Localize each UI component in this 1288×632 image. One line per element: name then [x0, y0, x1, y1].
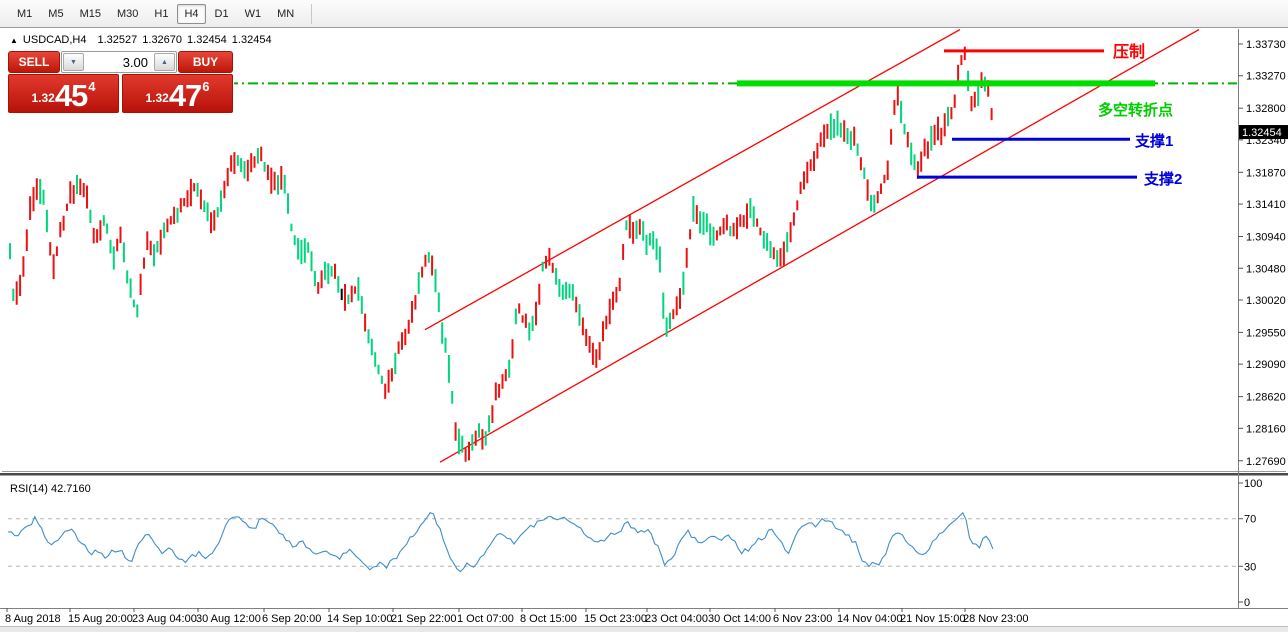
time-label: 15 Aug 20:00: [68, 613, 133, 625]
svg-text:1.33730: 1.33730: [1246, 39, 1286, 51]
time-label: 15 Oct 23:00: [584, 613, 647, 625]
volume-decrease-button[interactable]: ▼: [63, 53, 84, 71]
svg-text:100: 100: [1244, 478, 1262, 490]
tf-button-w1[interactable]: W1: [244, 7, 262, 20]
time-label: 30 Oct 14:00: [708, 613, 771, 625]
current-price-text: 1.32454: [1242, 127, 1282, 139]
channel-lower-line: [439, 29, 1200, 463]
collapse-triangle-icon[interactable]: ▲: [10, 35, 18, 45]
chart-frame: [0, 29, 1288, 632]
rsi-level-lines: [8, 518, 1237, 567]
rsi-line: [7, 511, 994, 573]
price-axis[interactable]: 1.337301.332701.328001.323401.318701.314…: [1238, 39, 1286, 468]
time-label: 21 Nov 15:00: [900, 613, 965, 625]
svg-text:70: 70: [1244, 514, 1256, 526]
rsi-label: RSI(14) 42.7160: [10, 483, 91, 495]
time-label: 23 Aug 04:00: [132, 613, 197, 625]
svg-text:1.32800: 1.32800: [1246, 103, 1286, 115]
tf-button-m5[interactable]: M5: [48, 7, 64, 20]
time-label: 14 Nov 04:00: [837, 613, 902, 625]
volume-increase-button[interactable]: ▲: [154, 53, 175, 71]
current-price-badge: 1.32454: [1239, 125, 1288, 140]
volume-input[interactable]: [85, 52, 153, 72]
buy-price-base: 1.32: [145, 91, 169, 105]
label-多空转折点: 多空转折点: [1098, 101, 1173, 119]
svg-text:0: 0: [1244, 597, 1250, 609]
tf-button-d1[interactable]: D1: [214, 7, 229, 20]
symbol-title: USDCAD,H4: [22, 34, 87, 46]
buy-price-big: 47: [168, 78, 202, 113]
label-压制: 压制: [1113, 43, 1145, 61]
candlestick-series: [9, 46, 993, 462]
svg-text:30: 30: [1244, 561, 1256, 573]
svg-text:1.31410: 1.31410: [1246, 199, 1286, 211]
time-label: 23 Oct 04:00: [645, 613, 708, 625]
svg-text:1.28620: 1.28620: [1246, 392, 1286, 404]
time-label: 8 Oct 15:00: [520, 613, 577, 625]
buy-price-pip: 6: [202, 79, 210, 94]
tf-button-h1[interactable]: H1: [154, 7, 169, 20]
time-label: 30 Aug 12:00: [196, 613, 261, 625]
buy-button[interactable]: BUY: [178, 51, 233, 73]
tf-button-m1[interactable]: M1: [17, 7, 33, 20]
toolbar-separator: [311, 3, 313, 24]
tf-button-m30[interactable]: M30: [116, 7, 139, 20]
svg-text:1.29550: 1.29550: [1246, 327, 1286, 339]
sell-price-base: 1.32: [31, 91, 55, 105]
time-axis[interactable]: 8 Aug 2018 15 Aug 20:00 23 Aug 04:00 30 Aug…: [5, 608, 1028, 625]
svg-text:1.31870: 1.31870: [1246, 167, 1286, 179]
buy-price-box[interactable]: 1.32 47 6: [122, 74, 233, 113]
rsi-polyline: [7, 511, 994, 573]
bullish-bars: [15, 46, 993, 462]
sell-button[interactable]: SELL: [8, 51, 60, 73]
svg-text:1.30480: 1.30480: [1246, 263, 1286, 275]
ohlc-high: 1.32670: [142, 34, 183, 46]
chart-header: ▲ USDCAD,H4 1.32527 1.32670 1.32454 1.32…: [10, 34, 272, 46]
tf-button-mn[interactable]: MN: [277, 7, 295, 20]
time-label: 28 Nov 23:00: [963, 613, 1028, 625]
time-label: 8 Aug 2018: [5, 613, 61, 625]
rsi-axis: RSI(14) 42.7160 100 70 30 0: [10, 478, 1262, 609]
svg-text:1.29090: 1.29090: [1246, 359, 1286, 371]
time-label: 1 Oct 07:00: [457, 613, 514, 625]
timeframe-toolbar: M1 M5 M15 M30 H1 H4 D1 W1 MN: [0, 0, 1288, 28]
svg-text:1.33270: 1.33270: [1246, 71, 1286, 83]
volume-stepper: ▼ ▲: [61, 51, 177, 73]
sell-price-big: 45: [54, 78, 88, 113]
chart-window: 压制多空转折点支撑1 支撑2 1.33730 1.33270 1.32800 1.32 3…: [0, 29, 1288, 632]
ohlc-open: 1.32527: [97, 34, 138, 46]
ohlc-close: 1.32454: [231, 34, 272, 46]
ohlc-low: 1.32454: [187, 34, 227, 46]
time-label: 6 Nov 23:00: [773, 613, 832, 625]
time-label: 21 Sep 22:00: [391, 613, 456, 625]
sell-price-pip: 4: [88, 79, 96, 94]
svg-text:1.30940: 1.30940: [1246, 232, 1286, 244]
trend-channel-lines[interactable]: [424, 29, 1200, 463]
time-label: 6 Sep 20:00: [262, 613, 321, 625]
channel-upper-line: [424, 29, 961, 331]
sell-price-box[interactable]: 1.32 45 4: [8, 74, 119, 113]
label-支撑2: 支撑2: [1143, 170, 1182, 188]
tf-button-h4-active[interactable]: H4: [177, 3, 206, 24]
bearish-bars: [9, 70, 986, 455]
one-click-trade-panel: SELL ▼ ▲ BUY 1.32 45 4 1.32 47 6: [7, 50, 234, 114]
svg-text:1.27690: 1.27690: [1246, 456, 1286, 468]
time-label: 14 Sep 10:00: [327, 613, 392, 625]
svg-text:1.28160: 1.28160: [1246, 423, 1286, 435]
tf-button-m15[interactable]: M15: [79, 7, 101, 20]
svg-text:1.30020: 1.30020: [1246, 295, 1286, 307]
annotation-hlines[interactable]: [737, 49, 1155, 179]
label-支撑1: 支撑1: [1134, 132, 1173, 150]
